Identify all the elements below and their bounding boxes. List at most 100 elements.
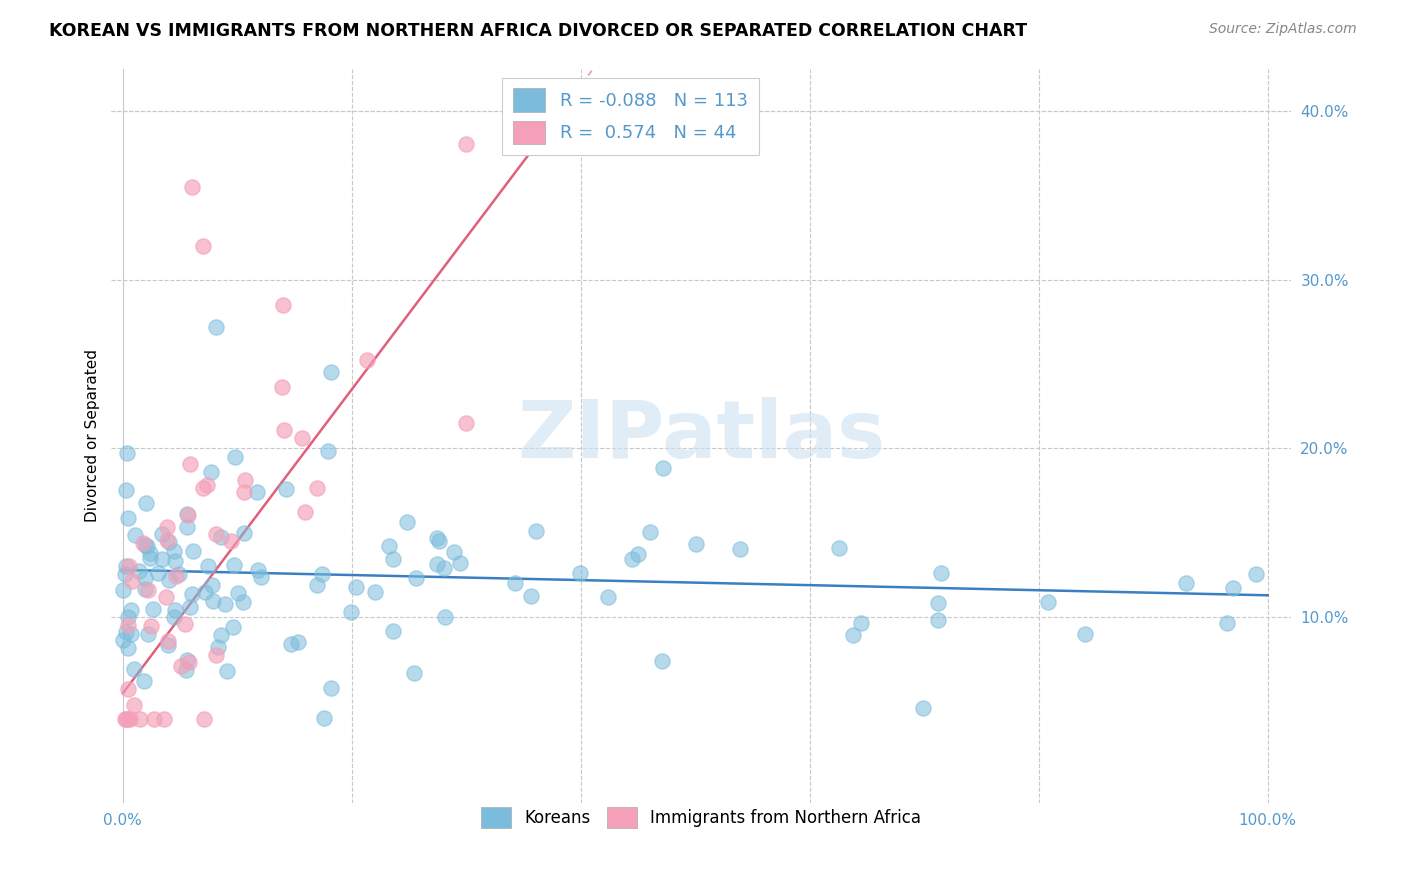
Point <box>157 535 180 549</box>
Point <box>232 526 254 541</box>
Point <box>191 239 214 253</box>
Point <box>180 179 202 194</box>
Point <box>927 613 949 627</box>
Point <box>117 712 139 726</box>
Point <box>179 600 201 615</box>
Point <box>364 585 387 599</box>
Point <box>135 496 157 510</box>
Point <box>456 137 478 152</box>
Point <box>138 582 160 597</box>
Point <box>294 505 316 519</box>
Point <box>120 627 142 641</box>
Point <box>1244 566 1267 581</box>
Point <box>209 530 232 544</box>
Point <box>114 712 136 726</box>
Point <box>1175 575 1198 590</box>
Point <box>174 663 197 677</box>
Point <box>179 457 201 471</box>
Point <box>122 698 145 713</box>
Point <box>142 601 165 615</box>
Point <box>139 551 162 566</box>
Point <box>117 681 139 696</box>
Point <box>273 423 295 437</box>
Point <box>828 541 851 555</box>
Point <box>232 485 254 500</box>
Point <box>120 603 142 617</box>
Point <box>1222 581 1244 595</box>
Point <box>194 584 217 599</box>
Y-axis label: Divorced or Separated: Divorced or Separated <box>86 350 100 522</box>
Point <box>134 582 156 597</box>
Point <box>280 636 302 650</box>
Point <box>111 633 134 648</box>
Point <box>167 567 190 582</box>
Point <box>404 665 426 680</box>
Point <box>163 543 186 558</box>
Point <box>520 589 543 603</box>
Point <box>685 536 707 550</box>
Point <box>193 712 215 726</box>
Text: Source: ZipAtlas.com: Source: ZipAtlas.com <box>1209 22 1357 37</box>
Text: ZIPatlas: ZIPatlas <box>517 397 886 475</box>
Point <box>122 662 145 676</box>
Point <box>433 560 456 574</box>
Point <box>118 712 141 726</box>
Point <box>207 640 229 654</box>
Point <box>305 481 328 495</box>
Point <box>222 619 245 633</box>
Point <box>1074 627 1097 641</box>
Point <box>112 583 135 598</box>
Point <box>197 478 219 492</box>
Point <box>132 674 155 689</box>
Point <box>134 571 156 585</box>
Point <box>224 558 246 572</box>
Point <box>651 654 673 668</box>
Point <box>117 618 139 632</box>
Point <box>246 563 269 577</box>
Point <box>321 366 343 380</box>
Point <box>426 531 449 545</box>
Point <box>136 539 159 553</box>
Point <box>291 431 314 445</box>
Point <box>1216 616 1239 631</box>
Point <box>136 627 159 641</box>
Point <box>124 527 146 541</box>
Point <box>841 628 863 642</box>
Point <box>219 534 242 549</box>
Text: KOREAN VS IMMIGRANTS FROM NORTHERN AFRICA DIVORCED OR SEPARATED CORRELATION CHAR: KOREAN VS IMMIGRANTS FROM NORTHERN AFRIC… <box>49 22 1028 40</box>
Point <box>156 519 179 533</box>
Point <box>156 533 179 548</box>
Point <box>128 564 150 578</box>
Point <box>191 481 214 495</box>
Point <box>849 616 872 631</box>
Point <box>156 633 179 648</box>
Point <box>150 552 173 566</box>
Point <box>235 473 257 487</box>
Point <box>1036 595 1059 609</box>
Point <box>344 580 367 594</box>
Point <box>146 566 169 580</box>
Point <box>246 484 269 499</box>
Point <box>143 712 166 726</box>
Point <box>117 609 139 624</box>
Point <box>117 641 139 656</box>
Point <box>200 466 222 480</box>
Point <box>205 319 228 334</box>
Point <box>319 681 342 696</box>
Point <box>217 664 239 678</box>
Point <box>276 482 298 496</box>
Point <box>911 700 934 714</box>
Point <box>155 590 177 604</box>
Point <box>214 597 236 611</box>
Point <box>201 593 224 607</box>
Point <box>224 450 246 464</box>
Point <box>114 567 136 582</box>
Point <box>197 558 219 573</box>
Point <box>232 595 254 609</box>
Point <box>121 574 143 588</box>
Point <box>118 559 141 574</box>
Point <box>405 571 427 585</box>
Point <box>170 659 193 673</box>
Point <box>378 539 401 553</box>
Point <box>271 298 294 312</box>
